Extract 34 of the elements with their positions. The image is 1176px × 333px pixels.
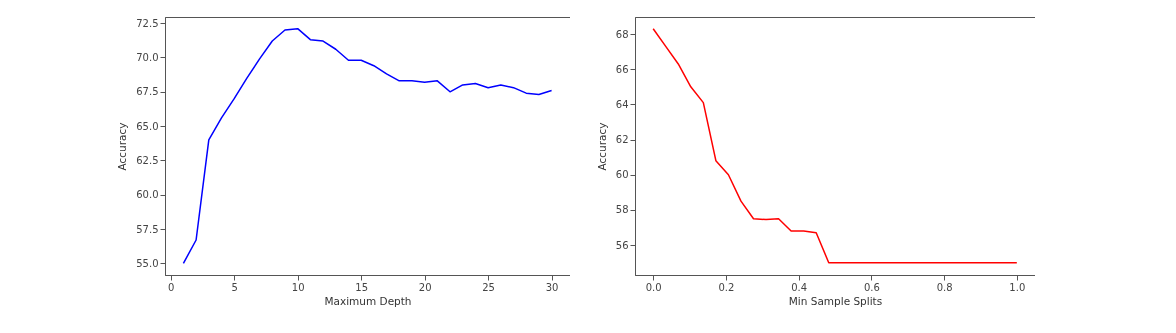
y-tick-label: 64	[615, 98, 629, 110]
y-tick-label: 62.5	[136, 154, 159, 166]
x-tick-label: 0.0	[645, 281, 662, 293]
y-tick-label: 58	[615, 204, 629, 216]
y-tick-label: 68	[615, 28, 629, 40]
y-tick-label: 62	[615, 134, 629, 146]
y-tick-label: 57.5	[136, 223, 159, 235]
y-tick-label: 66	[615, 63, 629, 75]
y-tick-label: 60.0	[136, 189, 159, 201]
x-tick-label: 5	[231, 281, 238, 293]
x-tick-label: 30	[545, 281, 559, 293]
y-axis-title: Accuracy	[595, 122, 608, 171]
x-tick-label: 0.6	[863, 281, 880, 293]
line-series	[182, 27, 553, 265]
y-tick-label: 72.5	[136, 17, 159, 29]
line-series	[652, 28, 1018, 264]
x-tick-label: 0.8	[936, 281, 953, 293]
x-tick-label: 0.2	[718, 281, 735, 293]
x-tick-label: 25	[482, 281, 495, 293]
x-axis-title: Maximum Depth	[324, 294, 412, 307]
x-tick-label: 0.4	[791, 281, 808, 293]
y-tick-label: 65.0	[136, 120, 159, 132]
x-tick-label: 15	[355, 281, 369, 293]
y-tick-label: 67.5	[136, 86, 159, 98]
y-tick-label: 60	[615, 169, 629, 181]
y-tick-label: 55.0	[136, 257, 159, 269]
x-tick-label: 20	[418, 281, 432, 293]
x-tick-label: 10	[291, 281, 305, 293]
y-tick-label: 56	[615, 239, 629, 251]
y-tick-label: 70.0	[136, 51, 159, 63]
x-tick-label: 1.0	[1009, 281, 1026, 293]
x-tick-label: 0	[168, 281, 175, 293]
x-axis-title: Min Sample Splits	[788, 294, 883, 307]
y-axis-title: Accuracy	[116, 122, 129, 171]
